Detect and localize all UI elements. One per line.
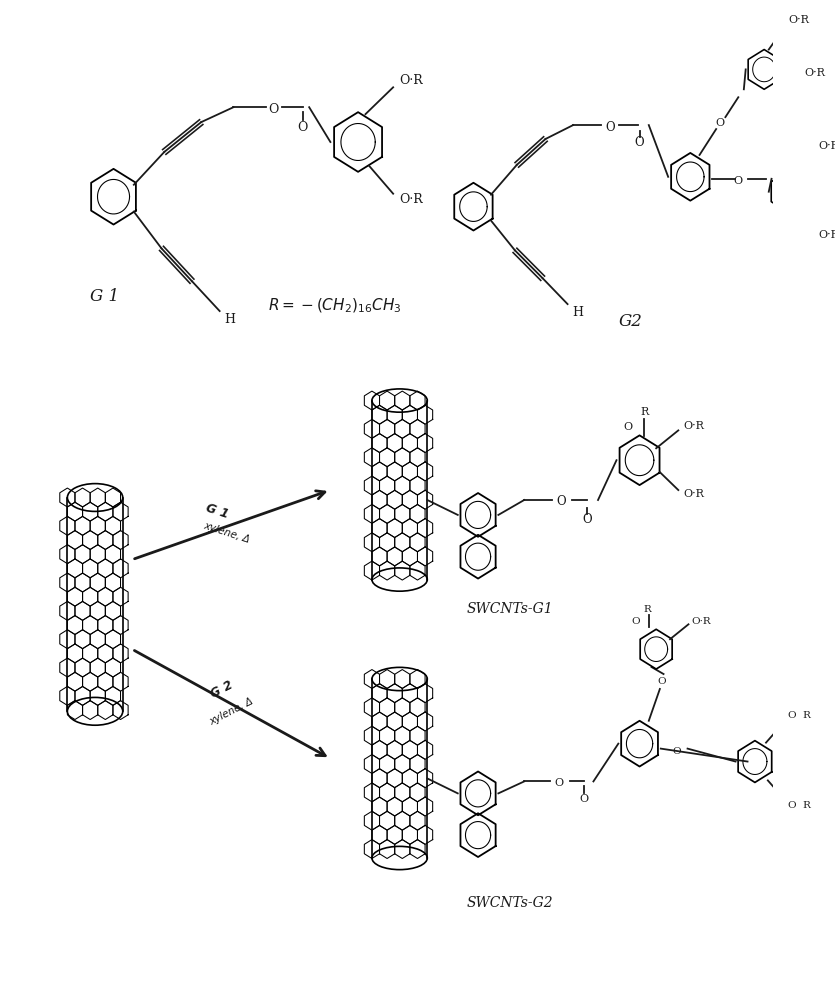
Text: O: O bbox=[579, 794, 589, 804]
Text: O  R: O R bbox=[788, 711, 811, 720]
Text: SWCNTs-G2: SWCNTs-G2 bbox=[467, 896, 554, 910]
Text: $\mathit{R=-(CH_2)_{16}CH_3}$: $\mathit{R=-(CH_2)_{16}CH_3}$ bbox=[268, 297, 402, 315]
Text: G 1: G 1 bbox=[205, 501, 230, 521]
Text: O: O bbox=[268, 103, 278, 116]
Text: G 1: G 1 bbox=[89, 288, 119, 305]
Text: O: O bbox=[554, 778, 564, 788]
Text: O·R: O·R bbox=[691, 617, 711, 626]
Text: O·R: O·R bbox=[400, 193, 423, 206]
Text: R: R bbox=[640, 407, 648, 417]
Text: xylene, Δ: xylene, Δ bbox=[202, 521, 251, 545]
Text: O  R: O R bbox=[788, 801, 811, 810]
Text: O·R: O·R bbox=[818, 141, 835, 151]
Text: O: O bbox=[631, 617, 640, 626]
Text: xylene, Δ: xylene, Δ bbox=[207, 696, 255, 727]
Text: O·R: O·R bbox=[684, 421, 705, 431]
Text: O: O bbox=[672, 747, 681, 756]
Text: O: O bbox=[556, 495, 566, 508]
Text: O: O bbox=[297, 121, 308, 134]
Text: O·R: O·R bbox=[400, 74, 423, 87]
Text: O: O bbox=[635, 136, 645, 149]
Text: O·R: O·R bbox=[684, 489, 705, 499]
Text: O: O bbox=[657, 677, 666, 686]
Text: O·R: O·R bbox=[818, 230, 835, 240]
Text: G 2: G 2 bbox=[209, 679, 235, 701]
Text: O: O bbox=[582, 513, 592, 526]
Text: R: R bbox=[643, 605, 650, 614]
Text: G2: G2 bbox=[619, 312, 642, 330]
Text: O: O bbox=[734, 176, 743, 186]
Text: O: O bbox=[605, 121, 615, 134]
Text: O: O bbox=[623, 422, 632, 432]
Text: O·R: O·R bbox=[788, 15, 809, 25]
Text: O·R: O·R bbox=[805, 68, 826, 78]
Text: H: H bbox=[572, 306, 583, 319]
Text: SWCNTs-G1: SWCNTs-G1 bbox=[467, 602, 554, 616]
Text: O: O bbox=[716, 118, 725, 128]
Text: H: H bbox=[225, 313, 235, 326]
